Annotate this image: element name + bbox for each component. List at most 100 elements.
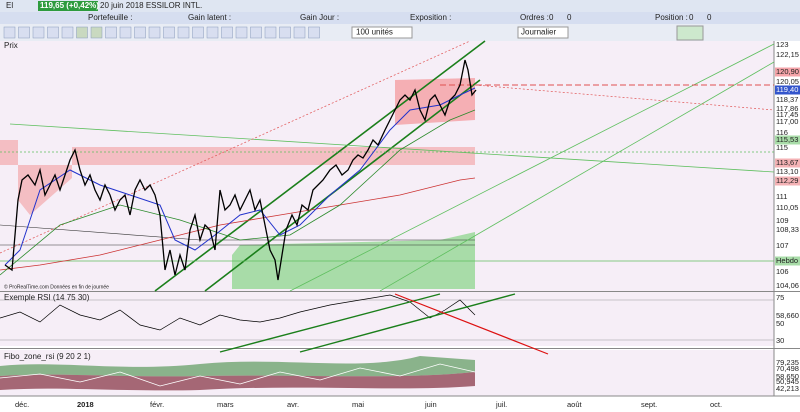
fibo-axis-label: 70,498 xyxy=(776,364,799,373)
trend-line xyxy=(379,61,775,292)
tool-icon xyxy=(47,26,59,39)
price-axis-label: 120,05 xyxy=(776,77,799,86)
quote-box xyxy=(38,1,98,11)
fibo-band xyxy=(0,356,475,377)
time-axis-label: oct. xyxy=(710,400,722,409)
price-axis-label: 122,15 xyxy=(776,50,799,59)
price-axis-label: 113,67 xyxy=(776,158,798,167)
tool-icon xyxy=(90,26,103,39)
tool-icon xyxy=(235,26,248,39)
time-axis-label: 2018 xyxy=(77,400,94,409)
tool-icons xyxy=(3,26,320,39)
price-axis-label: 107 xyxy=(776,241,789,250)
price-axis-label: 119,40 xyxy=(776,85,798,94)
rsi-axis-label: 30 xyxy=(776,336,784,345)
symbol-menu[interactable]: El xyxy=(6,1,13,10)
price-axis-label: 109 xyxy=(776,216,789,225)
time-axis-label: août xyxy=(567,400,583,409)
price-axis-label: 118,37 xyxy=(776,95,798,104)
axis-label-box xyxy=(775,135,800,145)
price-axis-label: 104,06 xyxy=(776,281,799,290)
fibo-axis-label: 58,650 xyxy=(776,372,799,381)
chart-style[interactable] xyxy=(676,25,704,41)
moving-average xyxy=(0,177,476,271)
axis-label-box xyxy=(775,85,800,95)
time-axis-label: mars xyxy=(217,400,234,409)
price-axis-label: 117,00 xyxy=(776,117,798,126)
instrument: 20 juin 2018 ESSILOR INTL. xyxy=(100,1,202,10)
trend-line xyxy=(154,40,486,292)
tool-icon xyxy=(134,26,146,39)
position: Position : xyxy=(655,13,688,22)
trend-line xyxy=(9,123,775,173)
fibo-axis-label: 42,213 xyxy=(776,384,799,393)
tool-icon xyxy=(119,26,132,39)
title-bar xyxy=(0,0,800,12)
day-gain: Gain Jour : xyxy=(300,13,339,22)
quantity: 100 unités xyxy=(356,28,393,37)
axis-label-box xyxy=(775,176,800,186)
account-bar xyxy=(0,12,800,24)
price-axis-label: 115,53 xyxy=(776,135,798,144)
pane-label: Prix xyxy=(4,41,18,50)
moving-average xyxy=(4,87,476,266)
price-axis-label: 115 xyxy=(776,143,788,152)
tool-icon xyxy=(250,26,262,39)
trend-line xyxy=(204,79,481,292)
price-axis-label: 106 xyxy=(776,267,789,276)
price-line xyxy=(4,59,477,281)
cloud xyxy=(232,232,475,289)
time-axis-label: avr. xyxy=(287,400,299,409)
tool-icon xyxy=(61,26,74,39)
tool-icon xyxy=(3,26,16,39)
position-short: 0 xyxy=(707,13,712,22)
moving-average xyxy=(0,109,476,276)
time-axis-label: sept. xyxy=(641,400,657,409)
period: Journalier xyxy=(521,28,556,37)
quantity-select[interactable] xyxy=(351,26,413,39)
tool-icon xyxy=(18,26,30,39)
orders-sell: 0 xyxy=(567,13,572,22)
fibo-axis-label: 50,945 xyxy=(776,377,799,386)
quote: 119,65 (+0,42%) xyxy=(40,1,99,10)
pane-label: Exemple RSI (14 75 30) xyxy=(4,293,90,302)
price-axis-label: 116 xyxy=(776,128,788,137)
time-axis xyxy=(0,396,800,412)
fibo-axis-label: 79,235 xyxy=(776,358,799,367)
tool-icon xyxy=(32,26,45,39)
price-axis-label: 117,86 xyxy=(776,104,798,113)
rsi-axis-label: 75 xyxy=(776,293,784,302)
trend-line xyxy=(394,293,549,355)
tool-icon xyxy=(163,26,175,39)
price-axis-label: 111 xyxy=(776,192,787,201)
position-long: 0 xyxy=(689,13,694,22)
pane-label: Fibo_zone_rsi (9 20 2 1) xyxy=(4,352,91,361)
tool-icon xyxy=(279,26,291,39)
time-axis-label: juin xyxy=(424,400,437,409)
price-axis xyxy=(774,41,800,396)
tool-icon xyxy=(206,26,219,39)
tool-icon xyxy=(264,26,277,39)
tool-icon xyxy=(105,26,117,39)
price-axis-label: 113,10 xyxy=(776,167,798,176)
trend-line xyxy=(299,293,516,353)
rsi-line xyxy=(0,294,476,331)
price-axis-label: 117,45 xyxy=(776,110,798,119)
rsi-axis-label: 58,660 xyxy=(776,311,799,320)
axis-label-box xyxy=(775,67,800,77)
time-axis-label: juil. xyxy=(495,400,507,409)
tool-icon xyxy=(177,26,190,39)
price-axis-label: 123 xyxy=(776,40,789,49)
tool-icon xyxy=(221,26,233,39)
period-select[interactable] xyxy=(517,26,569,39)
tool-icon xyxy=(76,26,88,39)
axis-label-box xyxy=(775,256,800,266)
axis-label-box xyxy=(775,158,800,168)
rsi-axis-label: 50 xyxy=(776,319,784,328)
tool-icon xyxy=(148,26,161,39)
fibo-band xyxy=(0,372,475,391)
fibo-line xyxy=(0,363,476,387)
price-axis-label: 108,33 xyxy=(776,225,799,234)
rsi-pane xyxy=(0,292,774,346)
